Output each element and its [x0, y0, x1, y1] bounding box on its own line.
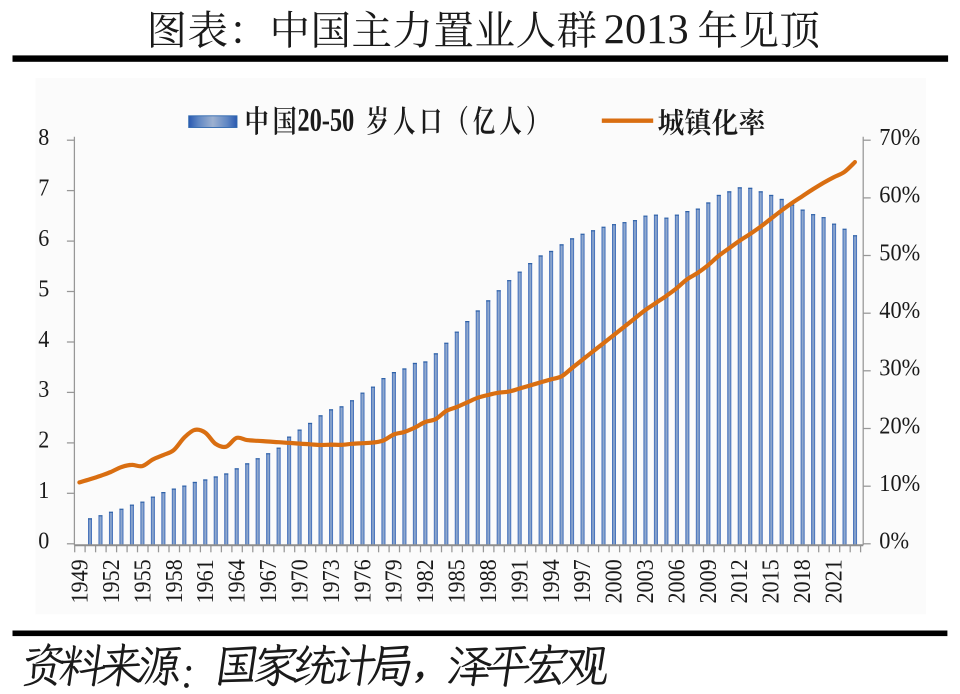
svg-text:1949: 1949 [66, 559, 93, 603]
svg-text:1988: 1988 [474, 559, 501, 603]
svg-text:8: 8 [38, 123, 49, 150]
svg-text:2012: 2012 [725, 559, 752, 603]
svg-text:1985: 1985 [443, 559, 470, 603]
svg-text:1994: 1994 [537, 559, 564, 604]
svg-text:60%: 60% [879, 182, 920, 209]
svg-text:1964: 1964 [223, 559, 250, 604]
svg-text:3: 3 [38, 375, 49, 402]
svg-text:20%: 20% [879, 413, 920, 440]
svg-text:1952: 1952 [97, 559, 124, 603]
svg-text:1: 1 [38, 476, 49, 503]
svg-text:4: 4 [38, 325, 49, 352]
svg-text:2009: 2009 [694, 559, 721, 603]
svg-text:1955: 1955 [129, 559, 156, 603]
svg-text:2021: 2021 [820, 559, 847, 603]
svg-text:1982: 1982 [411, 559, 438, 603]
svg-text:0: 0 [38, 527, 49, 554]
svg-text:0%: 0% [879, 528, 909, 555]
svg-text:5: 5 [38, 274, 49, 301]
svg-text:2006: 2006 [663, 559, 690, 603]
svg-text:1967: 1967 [254, 559, 281, 603]
svg-text:7: 7 [38, 174, 49, 201]
svg-text:30%: 30% [879, 355, 920, 382]
svg-text:1976: 1976 [348, 559, 375, 603]
svg-text:50%: 50% [879, 240, 920, 267]
svg-text:2018: 2018 [788, 559, 815, 603]
svg-text:1997: 1997 [568, 559, 595, 603]
svg-text:1958: 1958 [160, 559, 187, 603]
svg-text:1970: 1970 [286, 559, 313, 603]
svg-text:70%: 70% [879, 124, 920, 151]
svg-text:6: 6 [38, 224, 49, 251]
svg-text:2015: 2015 [757, 559, 784, 603]
svg-text:2003: 2003 [631, 559, 658, 603]
svg-text:2: 2 [38, 426, 49, 453]
svg-text:40%: 40% [879, 297, 920, 324]
svg-text:1991: 1991 [505, 559, 532, 603]
svg-text:1973: 1973 [317, 559, 344, 603]
svg-text:1961: 1961 [191, 559, 218, 603]
svg-text:10%: 10% [879, 470, 920, 497]
svg-text:1979: 1979 [380, 559, 407, 603]
svg-text:2000: 2000 [600, 559, 627, 603]
